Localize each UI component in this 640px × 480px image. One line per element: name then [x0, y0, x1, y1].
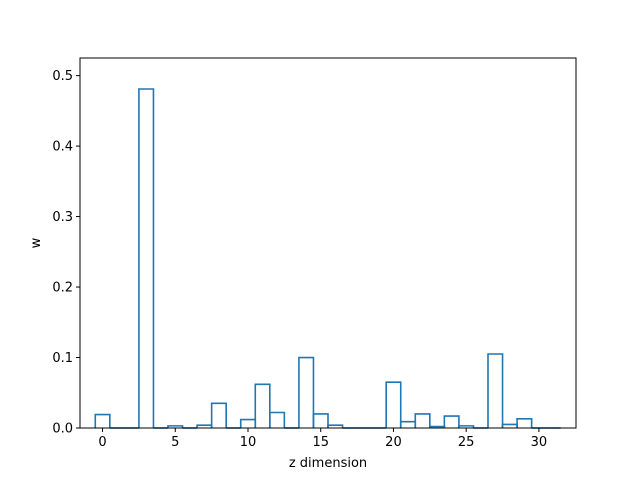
- y-axis-ticks: 0.0 0.1 0.2 0.3 0.4 0.5: [52, 69, 80, 437]
- bar: [94, 413, 111, 428]
- x-tick-label: 30: [531, 435, 548, 450]
- bar: [385, 381, 402, 428]
- y-tick-label: 0.5: [52, 69, 73, 84]
- bar: [298, 356, 315, 428]
- bar: [167, 425, 184, 428]
- x-tick-label: 10: [240, 435, 257, 450]
- y-tick-label: 0.0: [52, 422, 73, 437]
- bar: [327, 424, 344, 428]
- bar: [269, 411, 286, 428]
- bar: [254, 383, 271, 428]
- x-tick-label: 20: [385, 435, 402, 450]
- x-tick-label: 5: [171, 435, 179, 450]
- x-axis-ticks: 0 5 10 15 20 25 30: [98, 428, 547, 450]
- bar: [312, 413, 329, 428]
- y-tick-label: 0.2: [52, 281, 73, 296]
- x-tick-label: 0: [98, 435, 106, 450]
- y-axis-label: w: [29, 237, 44, 248]
- x-axis-label: z dimension: [289, 456, 367, 471]
- bar: [458, 425, 475, 428]
- bar: [487, 353, 504, 428]
- y-tick-label: 0.4: [52, 140, 73, 155]
- axes-frame: [79, 57, 577, 429]
- bar: [516, 418, 533, 428]
- x-tick-label: 25: [458, 435, 475, 450]
- bar: [210, 402, 227, 428]
- bar: [414, 413, 431, 428]
- x-tick-label: 15: [312, 435, 329, 450]
- bar: [138, 88, 155, 428]
- bar: [443, 415, 460, 428]
- y-tick-label: 0.1: [52, 351, 73, 366]
- y-tick-label: 0.3: [52, 210, 73, 225]
